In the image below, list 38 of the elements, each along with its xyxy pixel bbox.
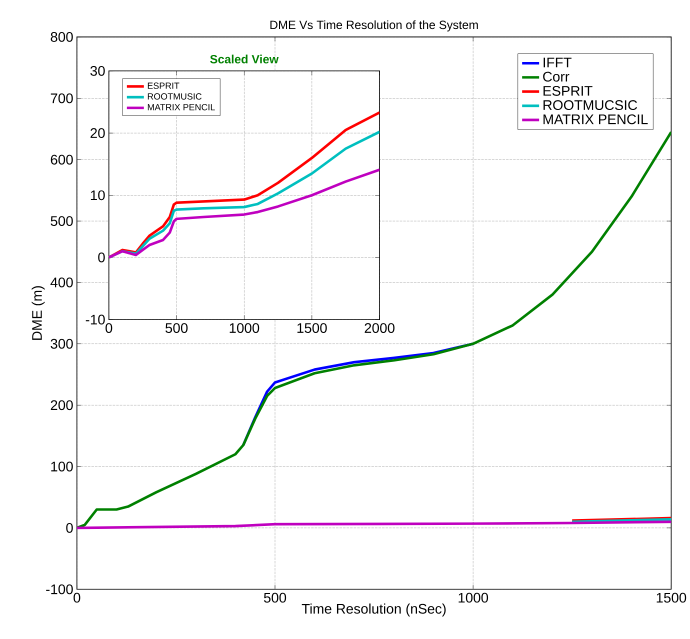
line-series <box>76 520 672 530</box>
y-tick-label: 800 <box>50 32 73 42</box>
y-tick-label: 600 <box>50 154 73 165</box>
chart-title: DME Vs Time Resolution of the System <box>270 20 478 32</box>
y-tick-label: 20 <box>90 128 105 138</box>
legend-label: ESPRIT <box>148 82 180 89</box>
y-tick-label: 700 <box>50 93 73 104</box>
x-tick-label: 500 <box>165 323 188 333</box>
legend-label: MATRIX PENCIL <box>544 114 648 124</box>
line-series <box>108 168 380 259</box>
x-tick-label: 2000 <box>364 323 394 333</box>
y-tick-label: 400 <box>50 277 73 288</box>
x-tick-label: 500 <box>264 592 286 603</box>
x-tick-label: 1000 <box>458 592 488 603</box>
legend-label: IFFT <box>544 58 572 68</box>
y-axis-title: DME (m) <box>32 286 45 340</box>
legend-label: Corr <box>543 72 570 82</box>
y-tick-label: 100 <box>51 461 73 472</box>
x-tick-label: 1000 <box>230 323 260 333</box>
chart-title: Scaled View <box>210 54 279 64</box>
y-tick-label: -100 <box>46 584 73 594</box>
x-axis-title: Time Resolution (nSec) <box>302 603 446 616</box>
legend-label: ROOTMUCSIC <box>544 100 638 110</box>
y-tick-label: 10 <box>90 190 105 200</box>
y-tick-label: 30 <box>90 66 105 76</box>
y-tick-label: 500 <box>50 216 73 226</box>
x-tick-label: 1500 <box>297 323 327 333</box>
x-tick-label: 0 <box>106 323 112 333</box>
y-tick-label: 300 <box>50 338 73 349</box>
x-tick-label: 1500 <box>656 592 686 603</box>
y-tick-label: 0 <box>66 522 73 533</box>
legend-label: ROOTMUSIC <box>148 93 202 100</box>
legend-label: MATRIX PENCIL <box>148 104 215 110</box>
y-tick-label: 200 <box>50 400 73 410</box>
legend-label: ESPRIT <box>544 86 592 96</box>
x-tick-label: 0 <box>74 592 80 603</box>
y-tick-label: 0 <box>98 252 105 262</box>
y-tick-label: -10 <box>86 314 105 324</box>
